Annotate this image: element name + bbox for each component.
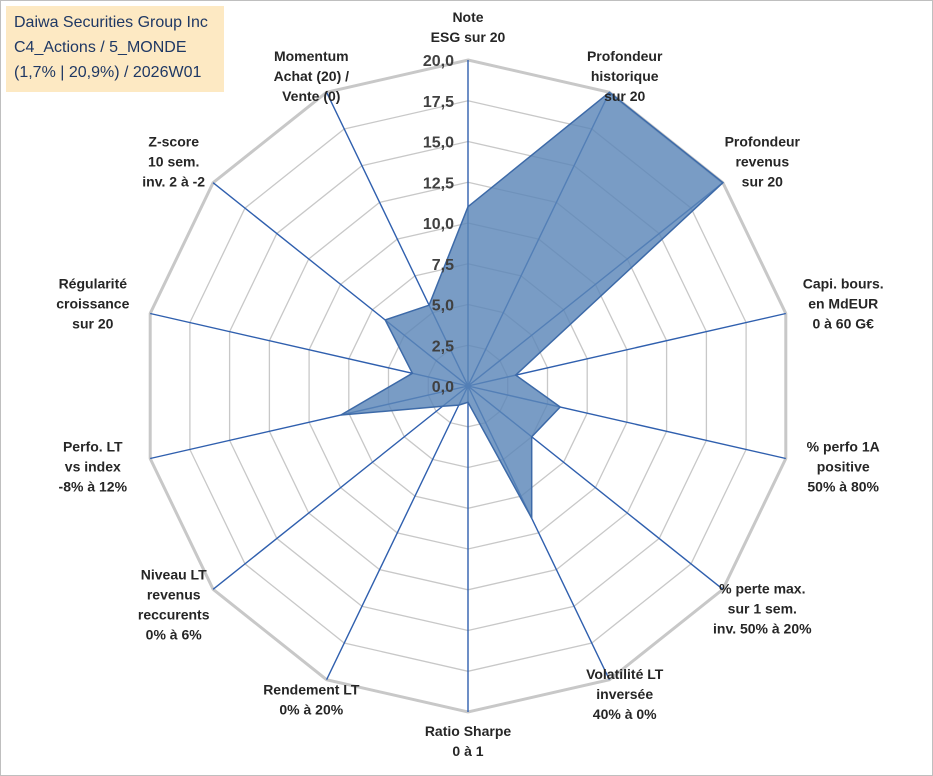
tick-label: 20,0 — [423, 53, 454, 70]
axis-label-line: en MdEUR — [808, 295, 878, 311]
category-label: C4_Actions / 5_MONDE — [14, 39, 187, 56]
axis-label-line: 0% à 6% — [146, 627, 203, 643]
axis-label: Capi. bours. en MdEUR 0 à 60 G€ — [803, 275, 884, 331]
axis-label: Note ESG sur 20 — [431, 9, 506, 45]
axis-label-line: positive — [817, 459, 870, 475]
axis-label-line: Perfo. LT — [63, 439, 123, 455]
axis-label-line: inv. 2 à -2 — [142, 174, 205, 190]
axis-label-line: -8% à 12% — [59, 479, 128, 495]
info-box: Daiwa Securities Group Inc C4_Actions / … — [6, 6, 224, 92]
axis-label-line: Z-score — [148, 134, 199, 150]
spoke — [212, 385, 469, 590]
tick-label: 2,5 — [432, 338, 454, 355]
axis-label: Niveau LT revenus reccurents 0% à 6% — [138, 567, 210, 643]
tick-label: 17,5 — [423, 94, 454, 111]
radar-series — [340, 91, 725, 519]
series-area — [340, 91, 725, 519]
axis-label-line: 0% à 20% — [279, 702, 343, 718]
tick-label: 0,0 — [432, 379, 454, 396]
axis-label-line: Rendement LT — [263, 682, 360, 698]
axis-label: Profondeur revenus sur 20 — [725, 134, 801, 190]
axis-label-line: 40% à 0% — [593, 706, 657, 722]
axis-label-line: Momentum — [274, 48, 349, 64]
axis-label-line: inversée — [596, 686, 653, 702]
spoke — [325, 385, 469, 681]
axis-label: Rendement LT 0% à 20% — [263, 682, 360, 718]
axis-label-line: 0 à 1 — [452, 743, 483, 759]
axis-label-line: revenus — [735, 154, 789, 170]
axis-label-line: croissance — [56, 295, 129, 311]
axis-label-line: sur 20 — [72, 315, 113, 331]
axis-label: Profondeur historique sur 20 — [587, 48, 663, 104]
axis-label-line: % perfo 1A — [807, 439, 880, 455]
axis-label-line: 50% à 80% — [807, 479, 879, 495]
axis-label-line: historique — [591, 68, 659, 84]
axis-label-line: Achat (20) / — [274, 68, 350, 84]
axis-label-line: sur 1 sem. — [728, 601, 797, 617]
axis-label-line: Vente (0) — [282, 88, 340, 104]
axis-label-line: Niveau LT — [141, 567, 207, 583]
axis-label: Volatilité LT inversée 40% à 0% — [586, 666, 664, 722]
axis-label: Régularité croissance sur 20 — [56, 275, 129, 331]
axis-label-line: sur 20 — [742, 174, 783, 190]
spoke — [467, 312, 786, 387]
axis-label: Ratio Sharpe 0 à 1 — [425, 723, 512, 759]
axis-label-line: 0 à 60 G€ — [812, 315, 874, 331]
axis-label: Z-score 10 sem. inv. 2 à -2 — [142, 134, 205, 190]
tick-label: 15,0 — [423, 135, 454, 152]
axis-label-line: inv. 50% à 20% — [713, 621, 812, 637]
axis-label: % perfo 1A positive 50% à 80% — [807, 439, 880, 495]
axis-label-line: Capi. bours. — [803, 275, 884, 291]
axis-label-line: ESG sur 20 — [431, 29, 506, 45]
axis-label-line: 10 sem. — [148, 154, 199, 170]
tick-label: 5,0 — [432, 298, 454, 315]
axis-label-line: vs index — [65, 459, 121, 475]
axis-label-line: reccurents — [138, 607, 210, 623]
axis-label-line: Profondeur — [725, 134, 801, 150]
axis-label-line: Volatilité LT — [586, 666, 664, 682]
axis-label-line: revenus — [147, 587, 201, 603]
axis-label-line: Note — [452, 9, 483, 25]
axis-label: Momentum Achat (20) / Vente (0) — [274, 48, 350, 104]
axis-label: Perfo. LT vs index -8% à 12% — [59, 439, 128, 495]
axis-labels: Note ESG sur 20 Profondeur historique sur 20… — [56, 9, 883, 759]
radial-tick-labels: 0,0 2,5 5,0 7,5 10,0 12,5 15,0 17,5 20,0 — [423, 53, 454, 396]
period-label: (1,7% | 20,9%) / 2026W01 — [14, 64, 202, 81]
tick-label: 12,5 — [423, 175, 454, 192]
tick-label: 10,0 — [423, 216, 454, 233]
axis-label-line: Ratio Sharpe — [425, 723, 512, 739]
axis-label: % perte max. sur 1 sem. inv. 50% à 20% — [713, 581, 812, 637]
axis-label-line: Profondeur — [587, 48, 663, 64]
company-name: Daiwa Securities Group Inc — [14, 14, 208, 31]
axis-label-line: Régularité — [59, 275, 128, 291]
tick-label: 7,5 — [432, 257, 454, 274]
axis-label-line: sur 20 — [604, 88, 645, 104]
axis-label-line: % perte max. — [719, 581, 805, 597]
